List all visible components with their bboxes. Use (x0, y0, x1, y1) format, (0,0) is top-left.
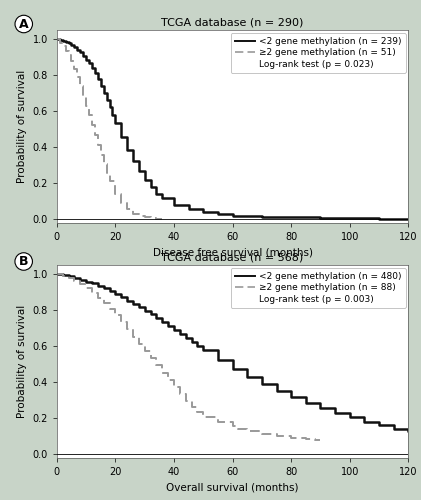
Legend: <2 gene methylation (n = 239), ≥2 gene methylation (n = 51), Log-rank test (p = : <2 gene methylation (n = 239), ≥2 gene m… (231, 32, 406, 73)
Text: B: B (19, 255, 29, 268)
X-axis label: Disease free survival (months): Disease free survival (months) (152, 247, 313, 257)
Legend: <2 gene methylation (n = 480), ≥2 gene methylation (n = 88), Log-rank test (p = : <2 gene methylation (n = 480), ≥2 gene m… (231, 268, 406, 308)
Y-axis label: Probability of survival: Probability of survival (17, 70, 27, 183)
X-axis label: Overall survival (months): Overall survival (months) (166, 482, 299, 492)
Title: TCGA database (n = 290): TCGA database (n = 290) (161, 18, 304, 28)
Y-axis label: Probability of survival: Probability of survival (17, 304, 27, 418)
Title: TCGA database (n = 568): TCGA database (n = 568) (162, 253, 304, 263)
Text: A: A (19, 18, 29, 30)
